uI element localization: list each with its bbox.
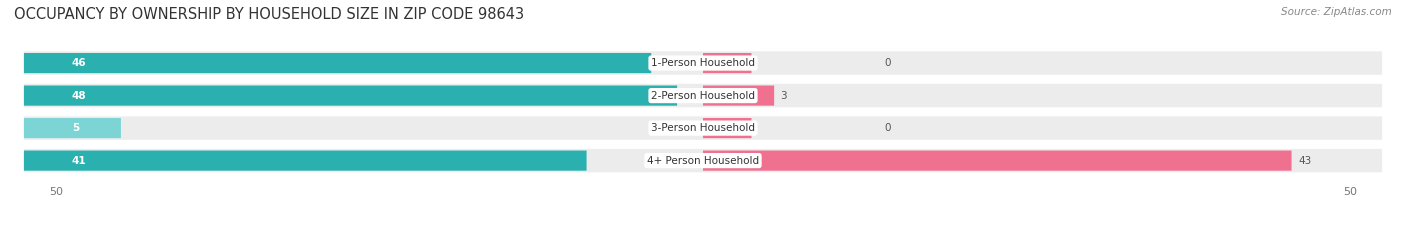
Text: 5: 5 (72, 123, 79, 133)
Text: 0: 0 (884, 58, 890, 68)
FancyBboxPatch shape (24, 51, 1382, 75)
FancyBboxPatch shape (703, 53, 751, 73)
Text: 41: 41 (72, 156, 86, 166)
Text: 43: 43 (1298, 156, 1312, 166)
FancyBboxPatch shape (24, 86, 678, 106)
FancyBboxPatch shape (24, 116, 1382, 140)
FancyBboxPatch shape (703, 86, 775, 106)
FancyBboxPatch shape (24, 151, 586, 171)
Text: 3: 3 (780, 91, 787, 101)
FancyBboxPatch shape (24, 84, 1382, 107)
Text: 46: 46 (72, 58, 86, 68)
Text: OCCUPANCY BY OWNERSHIP BY HOUSEHOLD SIZE IN ZIP CODE 98643: OCCUPANCY BY OWNERSHIP BY HOUSEHOLD SIZE… (14, 7, 524, 22)
FancyBboxPatch shape (24, 53, 651, 73)
Text: Source: ZipAtlas.com: Source: ZipAtlas.com (1281, 7, 1392, 17)
Text: 2-Person Household: 2-Person Household (651, 91, 755, 101)
Legend: Owner-occupied, Renter-occupied: Owner-occupied, Renter-occupied (589, 230, 817, 233)
Text: 48: 48 (72, 91, 86, 101)
FancyBboxPatch shape (703, 118, 751, 138)
Text: 4+ Person Household: 4+ Person Household (647, 156, 759, 166)
Text: 3-Person Household: 3-Person Household (651, 123, 755, 133)
FancyBboxPatch shape (24, 118, 121, 138)
Text: 1-Person Household: 1-Person Household (651, 58, 755, 68)
FancyBboxPatch shape (703, 151, 1292, 171)
FancyBboxPatch shape (24, 149, 1382, 172)
Text: 0: 0 (884, 123, 890, 133)
